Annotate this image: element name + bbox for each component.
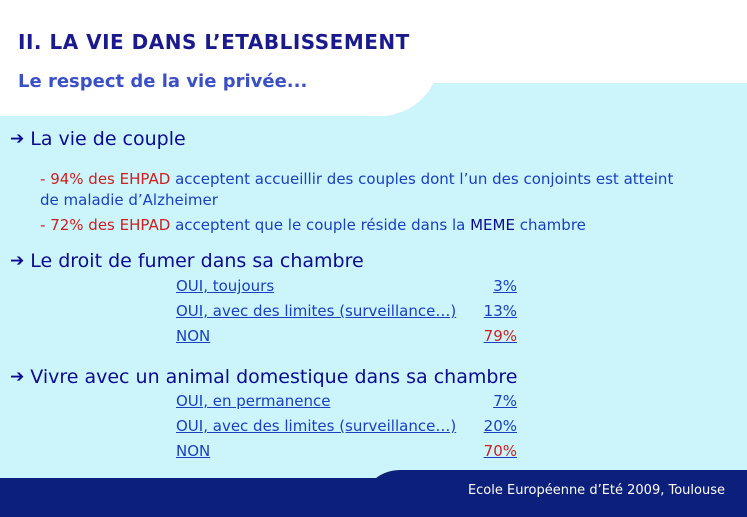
section-fumer-label: Le droit de fumer dans sa chambre xyxy=(30,250,364,272)
section-couple-label: La vie de couple xyxy=(30,128,186,150)
bullet-couple-2: - 72% des EHPAD acceptent que le couple … xyxy=(40,215,586,235)
animal-row: OUI, en permanence 7% xyxy=(176,391,517,411)
fumer-row: OUI, avec des limites (surveillance…) 13… xyxy=(176,301,517,321)
fumer-row-value: 3% xyxy=(493,277,517,295)
bullet-couple-1: - 94% des EHPAD acceptent accueillir des… xyxy=(40,169,673,189)
arrow-right-icon: ➔ xyxy=(10,129,25,149)
bullet-couple-1-text: acceptent accueillir des couples dont l’… xyxy=(175,170,674,188)
animal-row: OUI, avec des limites (surveillance…) 20… xyxy=(176,416,517,436)
fumer-row-label: NON xyxy=(176,327,211,345)
animal-row-label: OUI, avec des limites (surveillance…) xyxy=(176,417,457,435)
content-panel xyxy=(0,83,747,478)
fumer-row-value: 13% xyxy=(483,302,517,320)
bullet-couple-2-text2: chambre xyxy=(519,216,586,234)
animal-row-value: 20% xyxy=(483,417,517,435)
bullet-couple-2-meme: MEME xyxy=(470,216,515,234)
fumer-row-label: OUI, avec des limites (surveillance…) xyxy=(176,302,457,320)
bullet-couple-1-cont: de maladie d’Alzheimer xyxy=(40,190,218,210)
bullet-couple-2-text1: acceptent que le couple réside dans la xyxy=(175,216,466,234)
animal-row: NON 70% xyxy=(176,441,517,461)
animal-row-value: 7% xyxy=(493,392,517,410)
header-area xyxy=(0,0,440,116)
arrow-right-icon: ➔ xyxy=(10,367,25,387)
bullet-couple-1-text2: de maladie d’Alzheimer xyxy=(40,191,218,209)
fumer-row: OUI, toujours 3% xyxy=(176,276,517,296)
animal-row-label: OUI, en permanence xyxy=(176,392,331,410)
slide-subtitle: Le respect de la vie privée... xyxy=(18,71,308,92)
animal-row-value: 70% xyxy=(483,442,517,460)
slide-title: II. LA VIE DANS L’ETABLISSEMENT xyxy=(18,30,410,54)
fumer-row-label: OUI, toujours xyxy=(176,277,275,295)
footer-curve xyxy=(360,470,747,517)
section-animal-heading: ➔ Vivre avec un animal domestique dans s… xyxy=(10,366,518,388)
arrow-right-icon: ➔ xyxy=(10,251,25,271)
footer-text: Ecole Européenne d’Eté 2009, Toulouse xyxy=(467,483,725,498)
bullet-couple-1-pct: 94% des EHPAD xyxy=(50,170,171,188)
bullet-couple-2-pct: 72% des EHPAD xyxy=(50,216,171,234)
fumer-row: NON 79% xyxy=(176,326,517,346)
section-fumer-heading: ➔ Le droit de fumer dans sa chambre xyxy=(10,250,364,272)
section-animal-label: Vivre avec un animal domestique dans sa … xyxy=(30,366,518,388)
animal-row-label: NON xyxy=(176,442,211,460)
bullet-dash: - xyxy=(40,170,51,188)
bullet-dash: - xyxy=(40,216,51,234)
fumer-row-value: 79% xyxy=(483,327,517,345)
section-couple-heading: ➔ La vie de couple xyxy=(10,128,186,150)
